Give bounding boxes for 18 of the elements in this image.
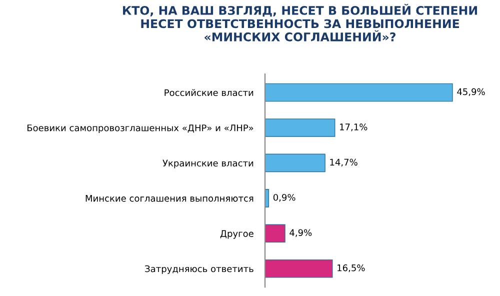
- data-label: 14,7%: [330, 158, 358, 166]
- data-label: 0,9%: [273, 194, 296, 202]
- data-label: 4,9%: [290, 229, 312, 237]
- y-tick-label: Другое: [220, 230, 254, 239]
- y-tick-label: Минские соглашения выполняются: [86, 195, 254, 202]
- y-tick-label: Затрудняюсь ответить: [145, 265, 254, 274]
- bar: [265, 118, 336, 137]
- bar: [265, 224, 286, 243]
- y-tick-label: Украинские власти: [162, 160, 254, 168]
- data-label: 17,1%: [340, 124, 368, 132]
- bar: [265, 154, 326, 172]
- bar: [265, 83, 453, 102]
- data-label: 16,5%: [338, 264, 365, 272]
- chart-title: КТО, НА ВАШ ВЗГЛЯД, НЕСЕТ В БОЛЬШЕЙ СТЕПЕНИ НЕСЕТ ОТВЕТСТВЕННОСТЬ ЗА НЕВЫПОЛНЕНИЕ «МИНСКИХ СОГЛАШЕНИЙ»?: [123, 4, 477, 42]
- bar: [265, 259, 333, 278]
- data-label: 45,9%: [457, 88, 485, 96]
- y-tick-label: Российские власти: [164, 89, 254, 96]
- y-tick-label: Боевики самопровозглашенных «ДНР» и «ЛНР»: [27, 124, 254, 134]
